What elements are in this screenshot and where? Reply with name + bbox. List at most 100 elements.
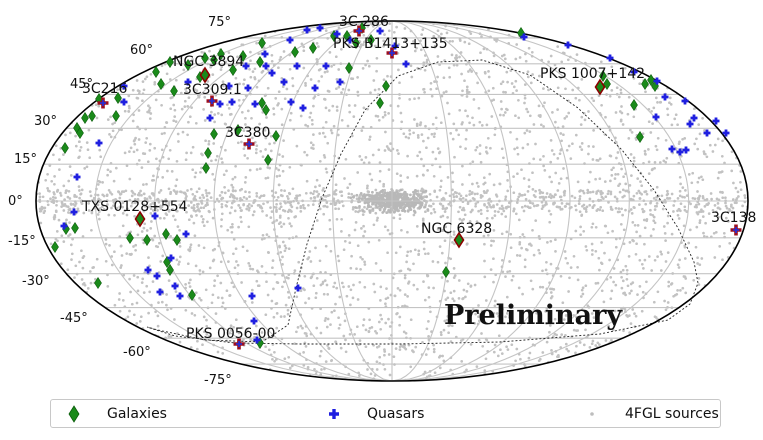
fgl-dot bbox=[634, 314, 638, 318]
fgl-dot bbox=[242, 147, 246, 151]
fgl-dot bbox=[244, 116, 247, 120]
fgl-dot bbox=[485, 123, 489, 127]
fgl-dot bbox=[549, 212, 553, 216]
fgl-dot bbox=[512, 207, 516, 211]
fgl-dot bbox=[270, 299, 274, 303]
fgl-dot bbox=[622, 292, 625, 295]
fgl-dot bbox=[730, 150, 734, 154]
fgl-dot bbox=[120, 254, 124, 257]
fgl-dot bbox=[505, 345, 508, 349]
fgl-dot bbox=[60, 234, 64, 238]
fgl-dot bbox=[258, 122, 261, 126]
fgl-dot bbox=[610, 174, 614, 177]
fgl-dot bbox=[395, 172, 399, 176]
fgl-dot bbox=[614, 173, 617, 176]
fgl-dot bbox=[203, 119, 207, 122]
fgl-dot bbox=[188, 245, 192, 249]
fgl-dot bbox=[629, 153, 633, 156]
fgl-dot bbox=[418, 123, 422, 127]
fgl-dot bbox=[53, 192, 56, 196]
fgl-dot bbox=[188, 248, 192, 251]
fgl-dot bbox=[424, 353, 428, 356]
fgl-dot bbox=[531, 228, 534, 232]
fgl-dot bbox=[324, 317, 328, 320]
fgl-dot bbox=[230, 183, 234, 187]
fgl-dot bbox=[729, 205, 733, 208]
fgl-dot bbox=[491, 86, 495, 90]
fgl-dot bbox=[305, 179, 309, 183]
fgl-dot bbox=[281, 194, 284, 198]
fgl-dot bbox=[298, 193, 302, 197]
latitude-tick-label: -45° bbox=[60, 311, 88, 326]
source-label: NGC 3894 bbox=[173, 54, 244, 70]
fgl-dot bbox=[539, 190, 543, 194]
fgl-dot bbox=[136, 96, 140, 100]
fgl-dot bbox=[142, 226, 146, 230]
fgl-dot bbox=[581, 204, 584, 208]
fgl-dot bbox=[672, 210, 675, 213]
fgl-dot bbox=[450, 324, 454, 328]
fgl-dot bbox=[145, 75, 149, 79]
fgl-dot bbox=[743, 194, 747, 197]
fgl-dot bbox=[266, 293, 270, 297]
fgl-dot bbox=[486, 233, 490, 237]
fgl-dot bbox=[314, 291, 318, 295]
fgl-dot bbox=[153, 80, 157, 84]
fgl-dot bbox=[586, 191, 589, 195]
fgl-dot bbox=[500, 54, 504, 58]
fgl-dot bbox=[380, 195, 384, 199]
fgl-dot bbox=[576, 329, 580, 332]
fgl-dot bbox=[185, 210, 188, 214]
fgl-dot bbox=[398, 345, 402, 349]
fgl-dot bbox=[650, 269, 654, 272]
fgl-dot bbox=[246, 109, 250, 113]
fgl-dot bbox=[335, 109, 339, 112]
fgl-dot bbox=[658, 101, 662, 104]
fgl-dot bbox=[108, 244, 111, 247]
fgl-dot bbox=[48, 164, 52, 167]
fgl-dot bbox=[295, 330, 298, 334]
fgl-dot bbox=[187, 204, 191, 207]
fgl-dot bbox=[156, 324, 160, 328]
fgl-dot bbox=[696, 190, 699, 193]
fgl-dot bbox=[141, 80, 145, 83]
fgl-dot bbox=[354, 221, 358, 224]
fgl-dot bbox=[126, 315, 130, 319]
latitude-tick-label: 15° bbox=[14, 152, 37, 167]
fgl-dot bbox=[281, 85, 285, 89]
fgl-dot bbox=[388, 325, 392, 328]
quasar-marker bbox=[248, 292, 256, 300]
fgl-dot bbox=[482, 47, 486, 51]
latitude-tick-label: 0° bbox=[8, 194, 23, 209]
fgl-dot bbox=[282, 139, 285, 142]
fgl-dot bbox=[164, 198, 168, 201]
fgl-dot bbox=[592, 99, 596, 103]
fgl-dot bbox=[128, 277, 131, 281]
fgl-dot bbox=[195, 347, 199, 351]
fgl-dot bbox=[739, 170, 743, 173]
fgl-dot bbox=[285, 276, 288, 279]
fgl-dot bbox=[230, 201, 234, 205]
fgl-dot bbox=[397, 196, 401, 199]
fgl-dot bbox=[288, 192, 292, 196]
fgl-dot bbox=[479, 51, 482, 55]
fgl-dot bbox=[156, 209, 159, 212]
fgl-dot bbox=[306, 365, 310, 369]
fgl-dot bbox=[434, 157, 438, 161]
galaxy-marker bbox=[272, 129, 280, 143]
sky-map: 75°60°45°30°15°0°-15°-30°-45°-60°-75° 3C… bbox=[8, 14, 756, 388]
fgl-dot bbox=[144, 141, 148, 144]
fgl-dot bbox=[133, 138, 137, 142]
fgl-dot bbox=[525, 129, 529, 132]
fgl-dot bbox=[498, 182, 502, 186]
fgl-dot bbox=[288, 222, 292, 225]
fgl-dot bbox=[724, 196, 727, 200]
fgl-dot bbox=[484, 146, 488, 149]
fgl-dot bbox=[275, 326, 279, 330]
fgl-dot bbox=[167, 279, 171, 282]
fgl-dot bbox=[125, 213, 129, 217]
fgl-dot bbox=[587, 180, 591, 184]
fgl-dot bbox=[377, 238, 381, 242]
fgl-dot bbox=[180, 107, 184, 111]
fgl-dot bbox=[423, 68, 427, 72]
